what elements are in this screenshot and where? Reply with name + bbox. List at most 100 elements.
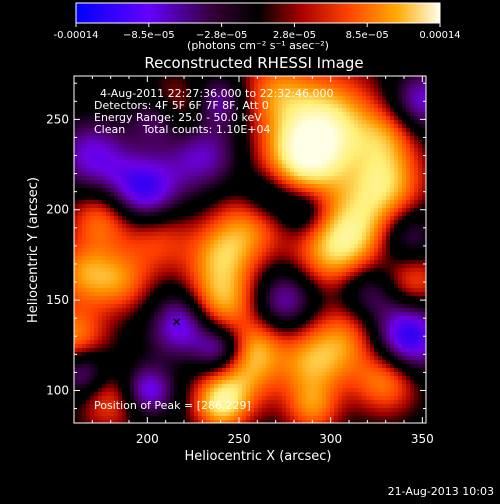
heatmap-cell [290, 264, 294, 268]
heatmap-cell [130, 260, 134, 264]
heatmap-cell [310, 124, 314, 128]
heatmap-cell [150, 268, 154, 272]
heatmap-cell [182, 284, 186, 288]
heatmap-cell [290, 152, 294, 156]
heatmap-cell [330, 108, 334, 112]
heatmap-cell [422, 112, 426, 116]
heatmap-cell [326, 236, 330, 240]
heatmap-cell [398, 240, 402, 244]
heatmap-cell [294, 252, 298, 256]
heatmap-cell [394, 164, 398, 168]
heatmap-cell [150, 176, 154, 180]
heatmap-cell [306, 272, 310, 276]
heatmap-cell [202, 276, 206, 280]
heatmap-cell [366, 160, 370, 164]
heatmap-cell [210, 224, 214, 228]
heatmap-cell [294, 80, 298, 84]
heatmap-cell [198, 180, 202, 184]
heatmap-cell [206, 288, 210, 292]
heatmap-cell [350, 232, 354, 236]
heatmap-cell [86, 144, 90, 148]
heatmap-cell [362, 188, 366, 192]
heatmap-cell [138, 156, 142, 160]
heatmap-cell [402, 256, 406, 260]
heatmap-cell [238, 148, 242, 152]
heatmap-cell [238, 244, 242, 248]
heatmap-cell [410, 108, 414, 112]
heatmap-cell [158, 288, 162, 292]
heatmap-cell [342, 108, 346, 112]
heatmap-cell [230, 144, 234, 148]
heatmap-cell [318, 188, 322, 192]
heatmap-cell [238, 264, 242, 268]
heatmap-cell [142, 208, 146, 212]
heatmap-cell [282, 132, 286, 136]
heatmap-cell [262, 112, 266, 116]
heatmap-cell [250, 136, 254, 140]
heatmap-cell [130, 264, 134, 268]
heatmap-cell [398, 224, 402, 228]
heatmap-cell [298, 292, 302, 296]
heatmap-cell [370, 220, 374, 224]
heatmap-cell [202, 136, 206, 140]
heatmap-cell [210, 240, 214, 244]
heatmap-cell [146, 292, 150, 296]
heatmap-cell [282, 176, 286, 180]
heatmap-cell [306, 148, 310, 152]
heatmap-cell [382, 236, 386, 240]
heatmap-cell [314, 228, 318, 232]
heatmap-cell [138, 260, 142, 264]
heatmap-cell [414, 288, 418, 292]
heatmap-cell [394, 208, 398, 212]
heatmap-cell [130, 296, 134, 300]
heatmap-cell [382, 152, 386, 156]
heatmap-cell [250, 192, 254, 196]
heatmap-cell [94, 212, 98, 216]
heatmap-cell [166, 192, 170, 196]
heatmap-cell [262, 156, 266, 160]
heatmap-cell [206, 212, 210, 216]
heatmap-cell [398, 264, 402, 268]
heatmap-cell [214, 236, 218, 240]
heatmap-cell [374, 272, 378, 276]
heatmap-cell [398, 192, 402, 196]
heatmap-cell [270, 104, 274, 108]
heatmap-cell [338, 260, 342, 264]
heatmap-cell [130, 140, 134, 144]
heatmap-cell [214, 164, 218, 168]
heatmap-cell [202, 228, 206, 232]
heatmap-cell [390, 264, 394, 268]
heatmap-cell [234, 144, 238, 148]
heatmap-cell [358, 228, 362, 232]
heatmap-cell [286, 252, 290, 256]
heatmap-cell [242, 188, 246, 192]
heatmap-cell [294, 124, 298, 128]
heatmap-cell [206, 276, 210, 280]
heatmap-cell [178, 220, 182, 224]
heatmap-cell [106, 192, 110, 196]
heatmap-cell [346, 272, 350, 276]
heatmap-cell [314, 188, 318, 192]
heatmap-cell [414, 240, 418, 244]
heatmap-cell [406, 272, 410, 276]
heatmap-cell [226, 172, 230, 176]
heatmap-cell [286, 256, 290, 260]
heatmap-cell [250, 180, 254, 184]
heatmap-cell [82, 108, 86, 112]
heatmap-cell [258, 284, 262, 288]
heatmap-cell [282, 296, 286, 300]
heatmap-cell [298, 268, 302, 272]
heatmap-cell [338, 104, 342, 108]
heatmap-cell [158, 208, 162, 212]
heatmap-cell [422, 216, 426, 220]
heatmap-cell [358, 212, 362, 216]
heatmap-cell [186, 176, 190, 180]
heatmap-cell [82, 152, 86, 156]
heatmap-cell [158, 284, 162, 288]
heatmap-cell [358, 200, 362, 204]
heatmap-cell [266, 212, 270, 216]
heatmap-cell [130, 292, 134, 296]
heatmap-cell [126, 188, 130, 192]
heatmap-cell [342, 164, 346, 168]
heatmap-cell [346, 96, 350, 100]
